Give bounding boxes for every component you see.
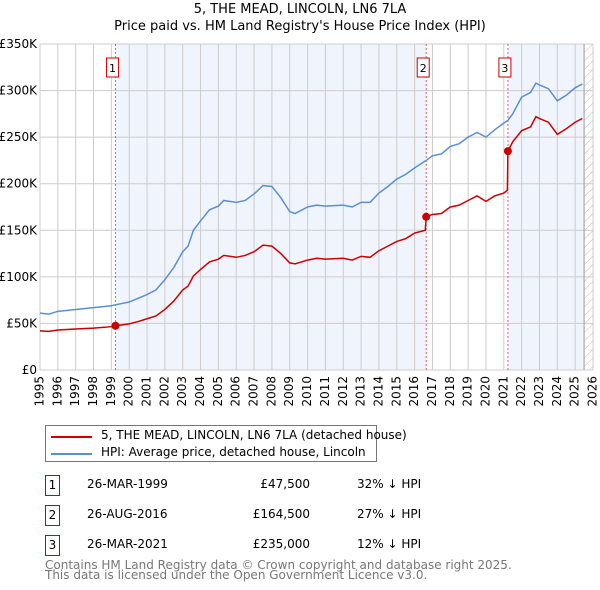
x-tick-label: 2014 <box>371 376 385 407</box>
x-tick-label: 2026 <box>586 376 600 407</box>
x-tick-label: 1995 <box>33 376 47 407</box>
sale-row: 2 26-AUG-2016 £164,500 27% ↓ HPI <box>45 505 465 526</box>
sale-label: 2 <box>420 62 427 75</box>
chart-title: 5, THE MEAD, LINCOLN, LN6 7LA <box>193 2 407 17</box>
legend-label: 5, THE MEAD, LINCOLN, LN6 7LA (detached … <box>101 428 407 442</box>
y-tick-label: £150K <box>0 223 38 237</box>
sale-date: 26-AUG-2016 <box>87 507 168 521</box>
y-tick-label: £250K <box>0 130 38 144</box>
sale-label-box <box>416 57 430 78</box>
sale-label-box <box>105 57 119 78</box>
sale-date: 26-MAR-1999 <box>87 477 168 491</box>
x-tick-label: 2015 <box>389 376 403 407</box>
sale-hpi-diff: 12% ↓ HPI <box>357 537 422 551</box>
x-tick-label: 1996 <box>50 376 64 407</box>
footer-licence: This data is licensed under the Open Gov… <box>45 568 428 582</box>
x-tick-label: 2001 <box>140 376 154 407</box>
y-tick-label: £0 <box>22 363 37 377</box>
legend-swatch-red <box>51 436 92 438</box>
sale-row: 1 26-MAR-1999 £47,500 32% ↓ HPI <box>45 475 465 496</box>
sale-number: 3 <box>45 535 60 556</box>
sale-row: 3 26-MAR-2021 £235,000 12% ↓ HPI <box>45 535 465 556</box>
x-tick-label: 2011 <box>318 376 332 407</box>
x-tick-label: 2021 <box>496 376 510 407</box>
shaded-period-3 <box>507 44 585 370</box>
sale-price: £47,500 <box>260 477 310 491</box>
sale-number: 2 <box>45 505 60 526</box>
sale-label: 3 <box>501 62 508 75</box>
sale-number: 1 <box>45 475 60 496</box>
x-tick-label: 2019 <box>461 376 475 407</box>
x-tick-label: 2006 <box>229 376 243 407</box>
x-tick-label: 1999 <box>104 376 118 407</box>
sale-hpi-diff: 27% ↓ HPI <box>357 507 422 521</box>
x-tick-label: 2023 <box>532 376 546 407</box>
shaded-period-1 <box>115 44 427 370</box>
x-tick-label: 2020 <box>478 376 492 407</box>
sale-date: 26-MAR-2021 <box>87 537 168 551</box>
x-tick-label: 2007 <box>247 376 261 407</box>
x-tick-label: 2018 <box>443 376 457 407</box>
x-tick-label: 2003 <box>175 376 189 407</box>
x-tick-label: 2000 <box>122 376 136 407</box>
sale-hpi-diff: 32% ↓ HPI <box>357 477 422 491</box>
x-tick-label: 2002 <box>157 376 171 407</box>
y-tick-label: £300K <box>0 84 38 98</box>
y-tick-label: £350K <box>0 37 38 51</box>
y-tick-label: £200K <box>0 177 38 191</box>
footer-copyright: Contains HM Land Registry data © Crown c… <box>45 558 512 572</box>
sale-price: £235,000 <box>252 537 310 551</box>
sale-price: £164,500 <box>252 507 310 521</box>
footer: Contains HM Land Registry data © Crown c… <box>45 558 512 582</box>
x-tick-label: 2024 <box>550 376 564 407</box>
x-tick-label: 2012 <box>336 376 350 407</box>
legend-label: HPI: Average price, detached house, Linc… <box>101 445 366 459</box>
y-tick-label: £50K <box>6 316 38 330</box>
x-tick-label: 1998 <box>86 376 100 407</box>
x-tick-label: 2009 <box>282 376 296 407</box>
sale-point <box>111 321 120 330</box>
legend: 5, THE MEAD, LINCOLN, LN6 7LA (detached … <box>45 425 407 462</box>
x-tick-label: 2025 <box>568 376 582 407</box>
x-tick-label: 1997 <box>68 376 82 407</box>
sale-point <box>503 147 512 156</box>
x-tick-label: 2004 <box>193 376 207 407</box>
x-tick-label: 2005 <box>211 376 225 407</box>
x-tick-label: 2013 <box>354 376 368 407</box>
x-tick-label: 2022 <box>514 376 528 407</box>
sale-label-box <box>498 57 512 78</box>
price-paid-line <box>39 115 583 333</box>
future-hatch <box>584 44 593 370</box>
sale-label: 1 <box>109 62 116 75</box>
x-tick-label: 2010 <box>300 376 314 407</box>
x-tick-label: 2008 <box>264 376 278 407</box>
plot-area: 1995 1996 1997 1998 1999 2000 2001 2002 2003 2004… <box>0 37 600 407</box>
x-tick-label: 2017 <box>425 376 439 407</box>
x-tick-label: 2016 <box>407 376 421 407</box>
y-tick-label: £100K <box>0 270 38 284</box>
hpi-line <box>39 82 583 315</box>
chart-subtitle: Price paid vs. HM Land Registry's House … <box>114 19 486 34</box>
legend-swatch-blue <box>51 453 92 455</box>
sale-point <box>422 212 431 221</box>
